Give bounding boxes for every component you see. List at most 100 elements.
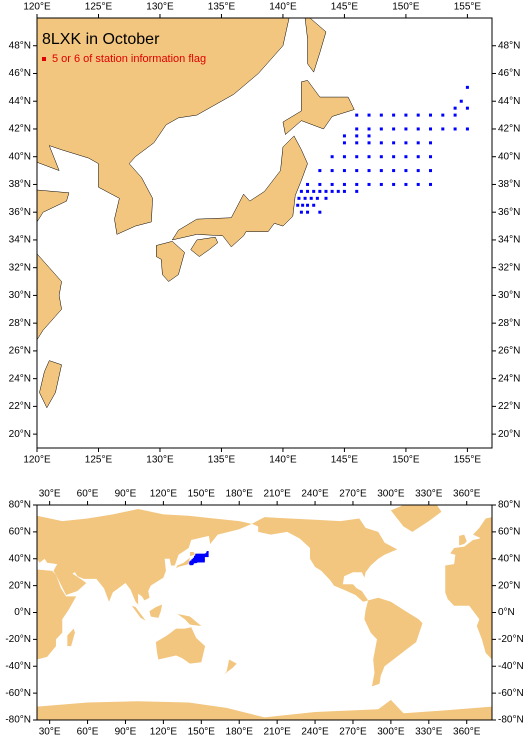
x-tick-label: 155°E — [454, 2, 482, 13]
x-tick-label: 130°E — [146, 455, 174, 466]
x-tick-label: 135°E — [208, 455, 236, 466]
y-tick-label: -80°N — [498, 715, 524, 726]
station-point — [404, 182, 408, 186]
station-point — [202, 560, 205, 563]
land — [251, 517, 398, 602]
station-point — [306, 189, 310, 193]
station-point — [453, 127, 457, 131]
land — [37, 569, 77, 660]
station-point — [429, 113, 433, 117]
global-map — [37, 505, 492, 720]
x-tick-label: 210°E — [263, 727, 291, 738]
land — [156, 241, 185, 282]
x-tick-label: 120°E — [23, 2, 51, 13]
station-point — [429, 155, 433, 159]
station-point — [312, 189, 316, 193]
x-tick-label: 150°E — [188, 489, 216, 500]
station-point — [404, 155, 408, 159]
station-point — [195, 559, 198, 562]
x-tick-label: 135°E — [208, 2, 236, 13]
station-point — [199, 556, 202, 559]
station-point — [206, 553, 209, 556]
station-point — [197, 556, 200, 559]
x-tick-label: 180°E — [226, 489, 254, 500]
y-tick-label: 22°N — [498, 401, 520, 412]
station-point — [330, 169, 334, 173]
station-point — [441, 127, 445, 131]
station-point — [336, 189, 340, 193]
station-point — [367, 182, 371, 186]
station-point — [392, 127, 396, 131]
station-point — [196, 553, 199, 556]
y-tick-label: 30°N — [9, 290, 31, 301]
station-point — [199, 559, 202, 562]
station-point — [192, 557, 195, 560]
station-point — [459, 99, 463, 103]
station-point — [201, 553, 204, 556]
y-tick-label: 48°N — [498, 40, 520, 51]
station-point — [205, 555, 208, 558]
station-point — [306, 182, 310, 186]
station-point — [416, 127, 420, 131]
station-point — [429, 169, 433, 173]
x-tick-label: 180°E — [226, 727, 254, 738]
x-tick-label: 270°E — [339, 727, 367, 738]
station-point — [197, 553, 200, 556]
station-point — [200, 555, 203, 558]
y-tick-label: 24°N — [498, 373, 520, 384]
y-tick-label: -40°N — [5, 661, 31, 672]
station-point — [367, 169, 371, 173]
station-point — [379, 155, 383, 159]
station-point — [299, 189, 303, 193]
y-tick-label: -20°N — [498, 634, 524, 645]
land — [459, 534, 467, 546]
station-point — [306, 210, 310, 214]
y-tick-label: 20°N — [498, 429, 520, 440]
station-point — [465, 127, 469, 131]
station-point — [201, 555, 204, 558]
land — [304, 18, 327, 73]
station-point — [367, 127, 371, 131]
station-point — [195, 561, 198, 564]
x-tick-label: 150°E — [392, 455, 420, 466]
regional-frame — [36, 17, 493, 449]
station-point — [200, 557, 203, 560]
station-point — [355, 169, 359, 173]
legend-swatch — [42, 57, 46, 61]
station-point — [206, 555, 209, 558]
station-point — [205, 553, 208, 556]
station-point — [309, 196, 313, 200]
x-tick-label: 210°E — [263, 489, 291, 500]
station-point — [342, 134, 346, 138]
land — [37, 509, 252, 611]
y-tick-label: 40°N — [498, 151, 520, 162]
station-point — [404, 127, 408, 131]
station-point — [342, 189, 346, 193]
station-point — [202, 556, 205, 559]
station-point — [201, 556, 204, 559]
station-point — [465, 106, 469, 110]
station-point — [193, 559, 196, 562]
station-point — [199, 553, 202, 556]
station-point — [429, 182, 433, 186]
x-tick-label: 240°E — [301, 489, 329, 500]
station-point — [202, 557, 205, 560]
land — [364, 597, 423, 687]
x-tick-label: 90°E — [115, 489, 137, 500]
y-tick-label: 22°N — [9, 401, 31, 412]
y-tick-label: 24°N — [9, 373, 31, 384]
y-tick-label: -60°N — [498, 688, 524, 699]
station-point — [355, 141, 359, 145]
x-tick-label: 145°E — [331, 455, 359, 466]
land — [131, 605, 146, 621]
x-tick-label: 60°E — [77, 727, 99, 738]
station-point — [392, 113, 396, 117]
land — [224, 659, 237, 675]
station-point — [318, 210, 322, 214]
land — [149, 604, 163, 618]
y-tick-label: 80°N — [498, 500, 520, 511]
y-tick-label: 48°N — [9, 40, 31, 51]
x-tick-label: 150°E — [188, 727, 216, 738]
station-point — [416, 155, 420, 159]
station-point — [199, 555, 202, 558]
